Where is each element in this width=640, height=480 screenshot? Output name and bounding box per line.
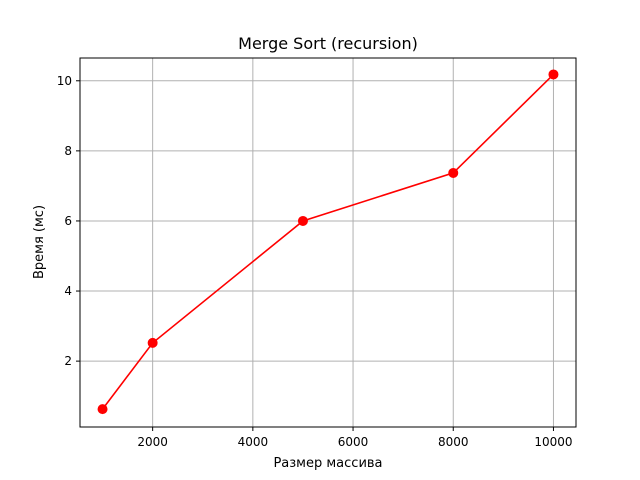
data-point [97,404,108,415]
chart-title: Merge Sort (recursion) [238,34,418,53]
y-axis-label: Время (мс) [32,205,47,279]
data-point [548,69,559,80]
data-point [448,167,459,178]
x-tick-label: 2000 [137,435,168,449]
data-point [147,337,158,348]
x-tick-label: 8000 [438,435,469,449]
series-layer [97,69,559,415]
x-tick-label: 10000 [534,435,572,449]
data-point [297,215,308,226]
grid-lines [80,58,576,427]
y-tick-label: 2 [64,354,72,368]
x-axis-label: Размер массива [273,456,382,471]
x-axis-ticks: 2000 4000 6000 8000 10000 [137,427,573,449]
y-axis-ticks: 2 4 6 8 10 [57,74,80,368]
y-tick-label: 8 [64,144,72,158]
y-tick-label: 10 [57,74,72,88]
axes-frame [79,57,577,428]
x-tick-label: 4000 [238,435,269,449]
x-tick-label: 6000 [338,435,369,449]
y-tick-label: 6 [64,214,72,228]
y-tick-label: 4 [64,284,72,298]
